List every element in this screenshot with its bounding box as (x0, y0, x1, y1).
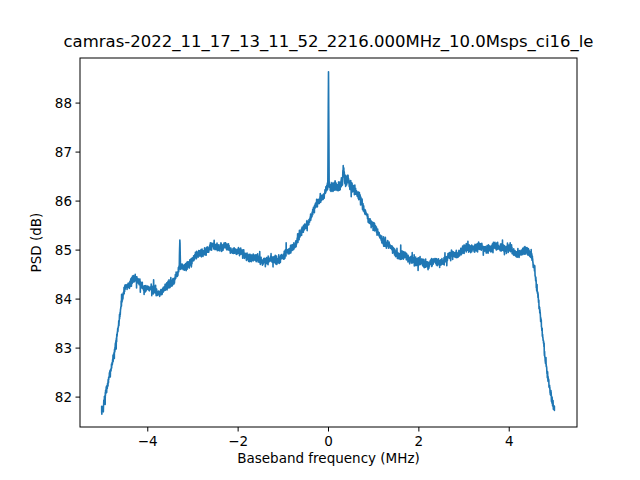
x-tick-label: −2 (228, 433, 248, 449)
figure-background (0, 0, 640, 480)
y-tick-label: 82 (55, 389, 72, 405)
y-tick-label: 84 (55, 291, 72, 307)
x-axis-label: Baseband frequency (MHz) (237, 450, 420, 466)
psd-chart: camras-2022_11_17_13_11_52_2216.000MHz_1… (0, 0, 640, 480)
x-tick-label: 0 (324, 433, 333, 449)
x-tick-label: 2 (415, 433, 424, 449)
x-tick-label: −4 (138, 433, 158, 449)
y-tick-label: 83 (55, 340, 72, 356)
x-tick-label: 4 (505, 433, 514, 449)
y-tick-label: 85 (55, 242, 72, 258)
chart-title: camras-2022_11_17_13_11_52_2216.000MHz_1… (64, 32, 594, 52)
y-tick-label: 86 (55, 193, 72, 209)
y-tick-label: 88 (55, 95, 72, 111)
y-axis-label: PSD (dB) (28, 213, 44, 273)
y-tick-label: 87 (55, 144, 72, 160)
figure: camras-2022_11_17_13_11_52_2216.000MHz_1… (0, 0, 640, 480)
